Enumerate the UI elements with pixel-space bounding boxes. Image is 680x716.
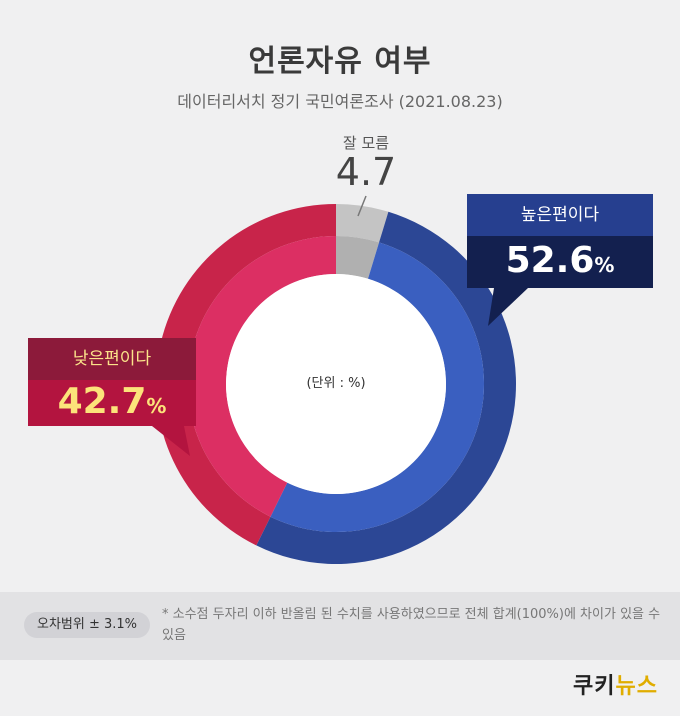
dont-know-leader: [357, 195, 367, 217]
low-label: 낮은편이다: [72, 349, 152, 369]
high-label: 높은편이다: [520, 205, 600, 225]
low-value-box: 42.7%: [28, 380, 196, 424]
margin-of-error-badge: 오차범위 ± 3.1%: [24, 612, 150, 638]
brand-logo: 쿠키뉴스: [573, 668, 658, 700]
outer-ring: [155, 204, 516, 565]
outer-slice-1: [256, 211, 516, 565]
footnote: * 소수점 두자리 이하 반올림 된 수치를 사용하였으므로 전체 합계(100…: [162, 607, 661, 643]
donut-chart: [28, 194, 653, 565]
dont-know-label: 잘 모름: [342, 134, 390, 152]
low-unit: %: [146, 394, 167, 418]
outer-slice-0: [336, 204, 389, 243]
callout-shapes: [28, 194, 653, 456]
donut-hole: [226, 274, 446, 494]
inner-ring: [187, 236, 484, 532]
outer-slice-2: [155, 204, 336, 546]
page-title: 언론자유 여부: [248, 44, 432, 79]
logo-part1: 쿠키: [573, 674, 616, 699]
inner-slice-0: [336, 236, 380, 279]
high-value-bg: [467, 236, 653, 288]
high-value-box: 52.6%: [467, 236, 653, 286]
low-label-box: [28, 338, 196, 380]
low-value: 42.7: [57, 381, 147, 422]
high-value: 52.6: [505, 240, 595, 281]
high-unit: %: [594, 253, 615, 277]
unit-note: (단위 : %): [306, 376, 366, 391]
logo-part2: 뉴스: [615, 674, 658, 699]
inner-slice-2: [187, 236, 336, 517]
inner-slice-1: [270, 242, 484, 532]
high-label-box: [467, 194, 653, 236]
low-value-bg: [28, 380, 196, 426]
page-subtitle: 데이터리서치 정기 국민여론조사 (2021.08.23): [177, 92, 503, 111]
low-pointer: [152, 426, 190, 456]
dont-know-value: 4.7: [335, 150, 397, 194]
high-pointer: [488, 288, 528, 326]
